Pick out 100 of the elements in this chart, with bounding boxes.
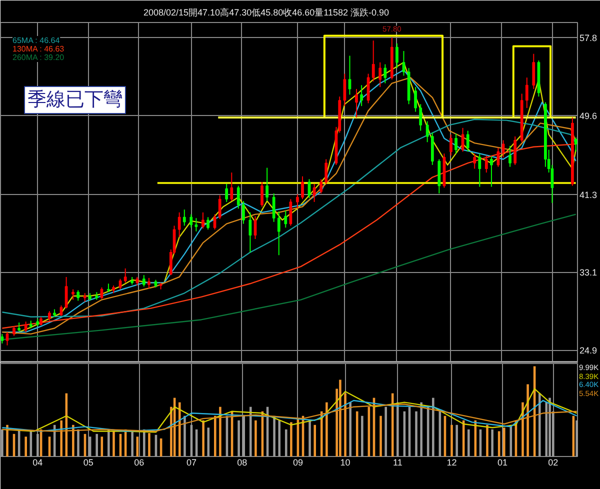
- bar: [207, 428, 210, 456]
- candlestick: [419, 104, 422, 132]
- candlestick: [242, 200, 245, 224]
- candlestick: [574, 136, 578, 152]
- candlestick: [64, 276, 68, 309]
- bar: [1, 429, 4, 456]
- candlestick: [24, 321, 28, 333]
- x-tick-label: 07: [186, 458, 196, 468]
- bar: [72, 424, 74, 456]
- x-tick-label: 06: [134, 458, 144, 468]
- candlestick: [289, 198, 292, 226]
- bar: [6, 424, 8, 456]
- y-tick-label: 24.9: [580, 346, 598, 356]
- candlestick: [296, 194, 299, 210]
- bar: [468, 429, 470, 456]
- bar: [284, 429, 288, 456]
- bar: [278, 420, 280, 456]
- bar: [178, 402, 181, 456]
- bar: [456, 424, 458, 456]
- candlestick: [178, 212, 181, 238]
- bar: [326, 402, 328, 456]
- bar: [148, 433, 150, 456]
- candlestick: [454, 133, 458, 154]
- x-tick-label: 10: [340, 458, 350, 468]
- bar: [238, 420, 240, 456]
- candlestick: [312, 183, 316, 202]
- candlestick: [72, 288, 74, 300]
- candlestick: [343, 73, 346, 107]
- candlestick: [277, 210, 280, 256]
- bar: [349, 402, 352, 456]
- bar: [131, 431, 134, 456]
- candlestick: [426, 120, 429, 143]
- bar: [214, 416, 216, 456]
- candlestick: [148, 277, 150, 289]
- candlestick: [6, 332, 9, 346]
- bar: [486, 424, 488, 456]
- candlestick: [182, 209, 186, 226]
- bar: [526, 384, 529, 456]
- bar: [380, 416, 382, 456]
- candlestick: [12, 326, 16, 336]
- candlestick: [218, 194, 222, 220]
- bar: [450, 424, 453, 456]
- bar: [290, 422, 292, 456]
- bar: [219, 406, 222, 456]
- bar: [432, 398, 434, 456]
- y-tick-label: 33.1: [580, 268, 598, 278]
- bar: [548, 398, 551, 456]
- candlestick: [190, 214, 193, 228]
- candlestick: [490, 156, 493, 188]
- bar: [320, 411, 323, 456]
- bar: [538, 393, 541, 456]
- annotation: 季線已下彎: [28, 90, 122, 110]
- candlestick: [225, 183, 228, 202]
- bar: [254, 420, 257, 456]
- bar: [77, 429, 80, 456]
- x-tick-label: 02: [548, 458, 558, 468]
- bar: [361, 416, 364, 456]
- candlestick: [514, 136, 517, 166]
- candlestick: [502, 140, 505, 158]
- x-tick-label: 01: [497, 458, 508, 468]
- bar: [242, 416, 246, 456]
- candlestick: [301, 176, 304, 200]
- bar: [491, 429, 494, 456]
- bar: [420, 402, 422, 456]
- bar: [96, 434, 98, 456]
- bar: [273, 416, 276, 456]
- chart-title: 2008/02/15開47.10高47.30低45.80收46.60量11582 漲跌-0.90: [144, 8, 390, 18]
- candlestick: [320, 178, 322, 194]
- candlestick: [355, 88, 358, 118]
- candlestick: [508, 145, 512, 168]
- candlestick: [118, 278, 122, 290]
- line-series: [2, 214, 576, 340]
- bar: [184, 416, 186, 456]
- candlestick: [272, 192, 276, 222]
- bar: [314, 424, 316, 456]
- candlestick: [372, 40, 375, 82]
- y-tick-label: 41.3: [580, 190, 598, 200]
- bar: [339, 380, 342, 456]
- bar: [60, 420, 62, 456]
- x-tick-label: 12: [446, 458, 457, 468]
- bar: [112, 431, 115, 456]
- bar: [308, 420, 311, 456]
- text: 260MA : 39.20: [12, 53, 65, 62]
- text: 65MA : 46.64: [12, 36, 60, 45]
- candlestick: [484, 154, 488, 174]
- bar: [502, 428, 506, 456]
- candlestick: [396, 42, 398, 69]
- candlestick: [473, 153, 476, 170]
- candlestick: [202, 212, 204, 230]
- candlestick: [194, 218, 198, 232]
- x-tick-label: 11: [392, 458, 402, 468]
- candlestick: [260, 182, 264, 208]
- x-tick-label: 04: [32, 458, 43, 468]
- x-tick-label: 05: [83, 458, 94, 468]
- candlestick: [236, 185, 240, 210]
- candlestick: [378, 62, 382, 88]
- bar: [545, 402, 548, 456]
- bar: [522, 402, 524, 456]
- y-tick-label: 57.8: [580, 33, 598, 44]
- y-tick-label: 49.6: [580, 111, 598, 122]
